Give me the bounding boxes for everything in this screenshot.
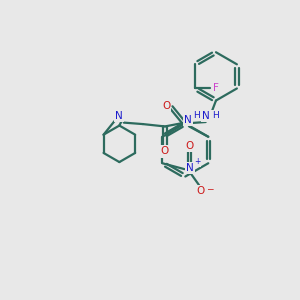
Text: O: O	[161, 146, 169, 157]
Text: −: −	[206, 184, 214, 194]
Text: H: H	[212, 111, 218, 120]
Text: −: −	[206, 184, 214, 194]
Text: O: O	[186, 141, 194, 151]
Text: O: O	[162, 101, 170, 111]
Text: N: N	[116, 111, 123, 121]
Text: N: N	[202, 110, 209, 121]
Text: N: N	[116, 111, 123, 121]
Text: O: O	[196, 186, 205, 196]
Text: H: H	[212, 111, 218, 120]
Text: N: N	[186, 163, 194, 173]
Text: N: N	[184, 115, 192, 125]
Text: N: N	[186, 163, 194, 173]
Text: N: N	[184, 115, 192, 125]
Text: H: H	[194, 111, 200, 120]
Text: O: O	[196, 186, 205, 196]
Text: +: +	[194, 157, 200, 166]
Text: F: F	[213, 83, 219, 94]
Text: N: N	[202, 110, 209, 121]
Text: F: F	[213, 83, 219, 94]
Text: +: +	[194, 157, 200, 166]
Text: O: O	[162, 101, 170, 111]
Text: O: O	[161, 146, 169, 157]
Text: O: O	[186, 141, 194, 151]
Text: H: H	[194, 111, 200, 120]
